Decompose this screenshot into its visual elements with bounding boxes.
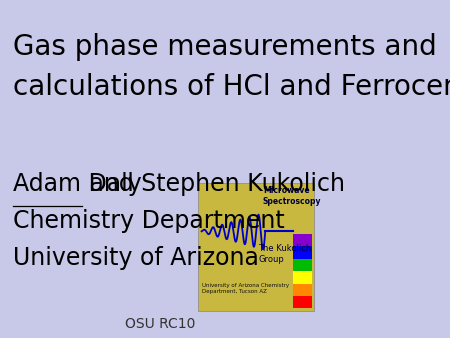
Bar — [293, 234, 312, 246]
Bar — [293, 296, 312, 308]
Bar — [293, 271, 312, 284]
Text: Chemistry Department: Chemistry Department — [13, 209, 284, 233]
Bar — [293, 246, 312, 259]
Text: OSU RC10: OSU RC10 — [125, 317, 195, 331]
Text: calculations of HCl and Ferrocene: calculations of HCl and Ferrocene — [13, 73, 450, 101]
FancyBboxPatch shape — [198, 183, 314, 311]
Text: and Stephen Kukolich: and Stephen Kukolich — [81, 172, 345, 196]
Text: Microwave
Spectroscopy: Microwave Spectroscopy — [263, 186, 321, 207]
Text: University of Arizona Chemistry
Department, Tucson AZ: University of Arizona Chemistry Departme… — [202, 283, 289, 294]
Text: Adam Daly: Adam Daly — [13, 172, 142, 196]
Text: The Kukolich
Group: The Kukolich Group — [258, 244, 311, 264]
Bar — [293, 259, 312, 271]
Bar — [293, 284, 312, 296]
Text: University of Arizona: University of Arizona — [13, 246, 259, 270]
Text: Gas phase measurements and: Gas phase measurements and — [13, 33, 436, 61]
